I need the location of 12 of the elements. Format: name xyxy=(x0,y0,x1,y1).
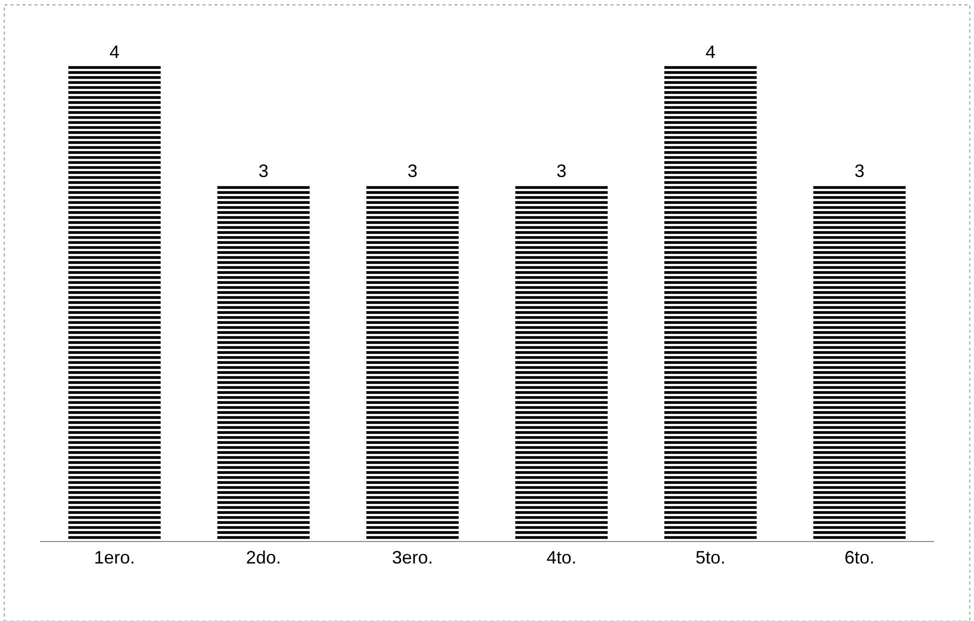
x-tick-label: 5to. xyxy=(695,548,726,568)
x-tick-label: 4to. xyxy=(546,548,577,568)
x-tick-label: 2do. xyxy=(246,548,282,568)
data-label: 4 xyxy=(705,42,716,62)
data-label: 3 xyxy=(556,161,567,182)
data-label: 3 xyxy=(407,161,418,182)
x-tick-label: 3ero. xyxy=(392,548,434,568)
x-tick-label: 1ero. xyxy=(94,548,136,568)
x-tick-label: 6to. xyxy=(844,548,875,568)
data-label: 3 xyxy=(258,161,269,182)
data-label: 4 xyxy=(109,42,120,62)
data-label: 3 xyxy=(854,161,865,182)
